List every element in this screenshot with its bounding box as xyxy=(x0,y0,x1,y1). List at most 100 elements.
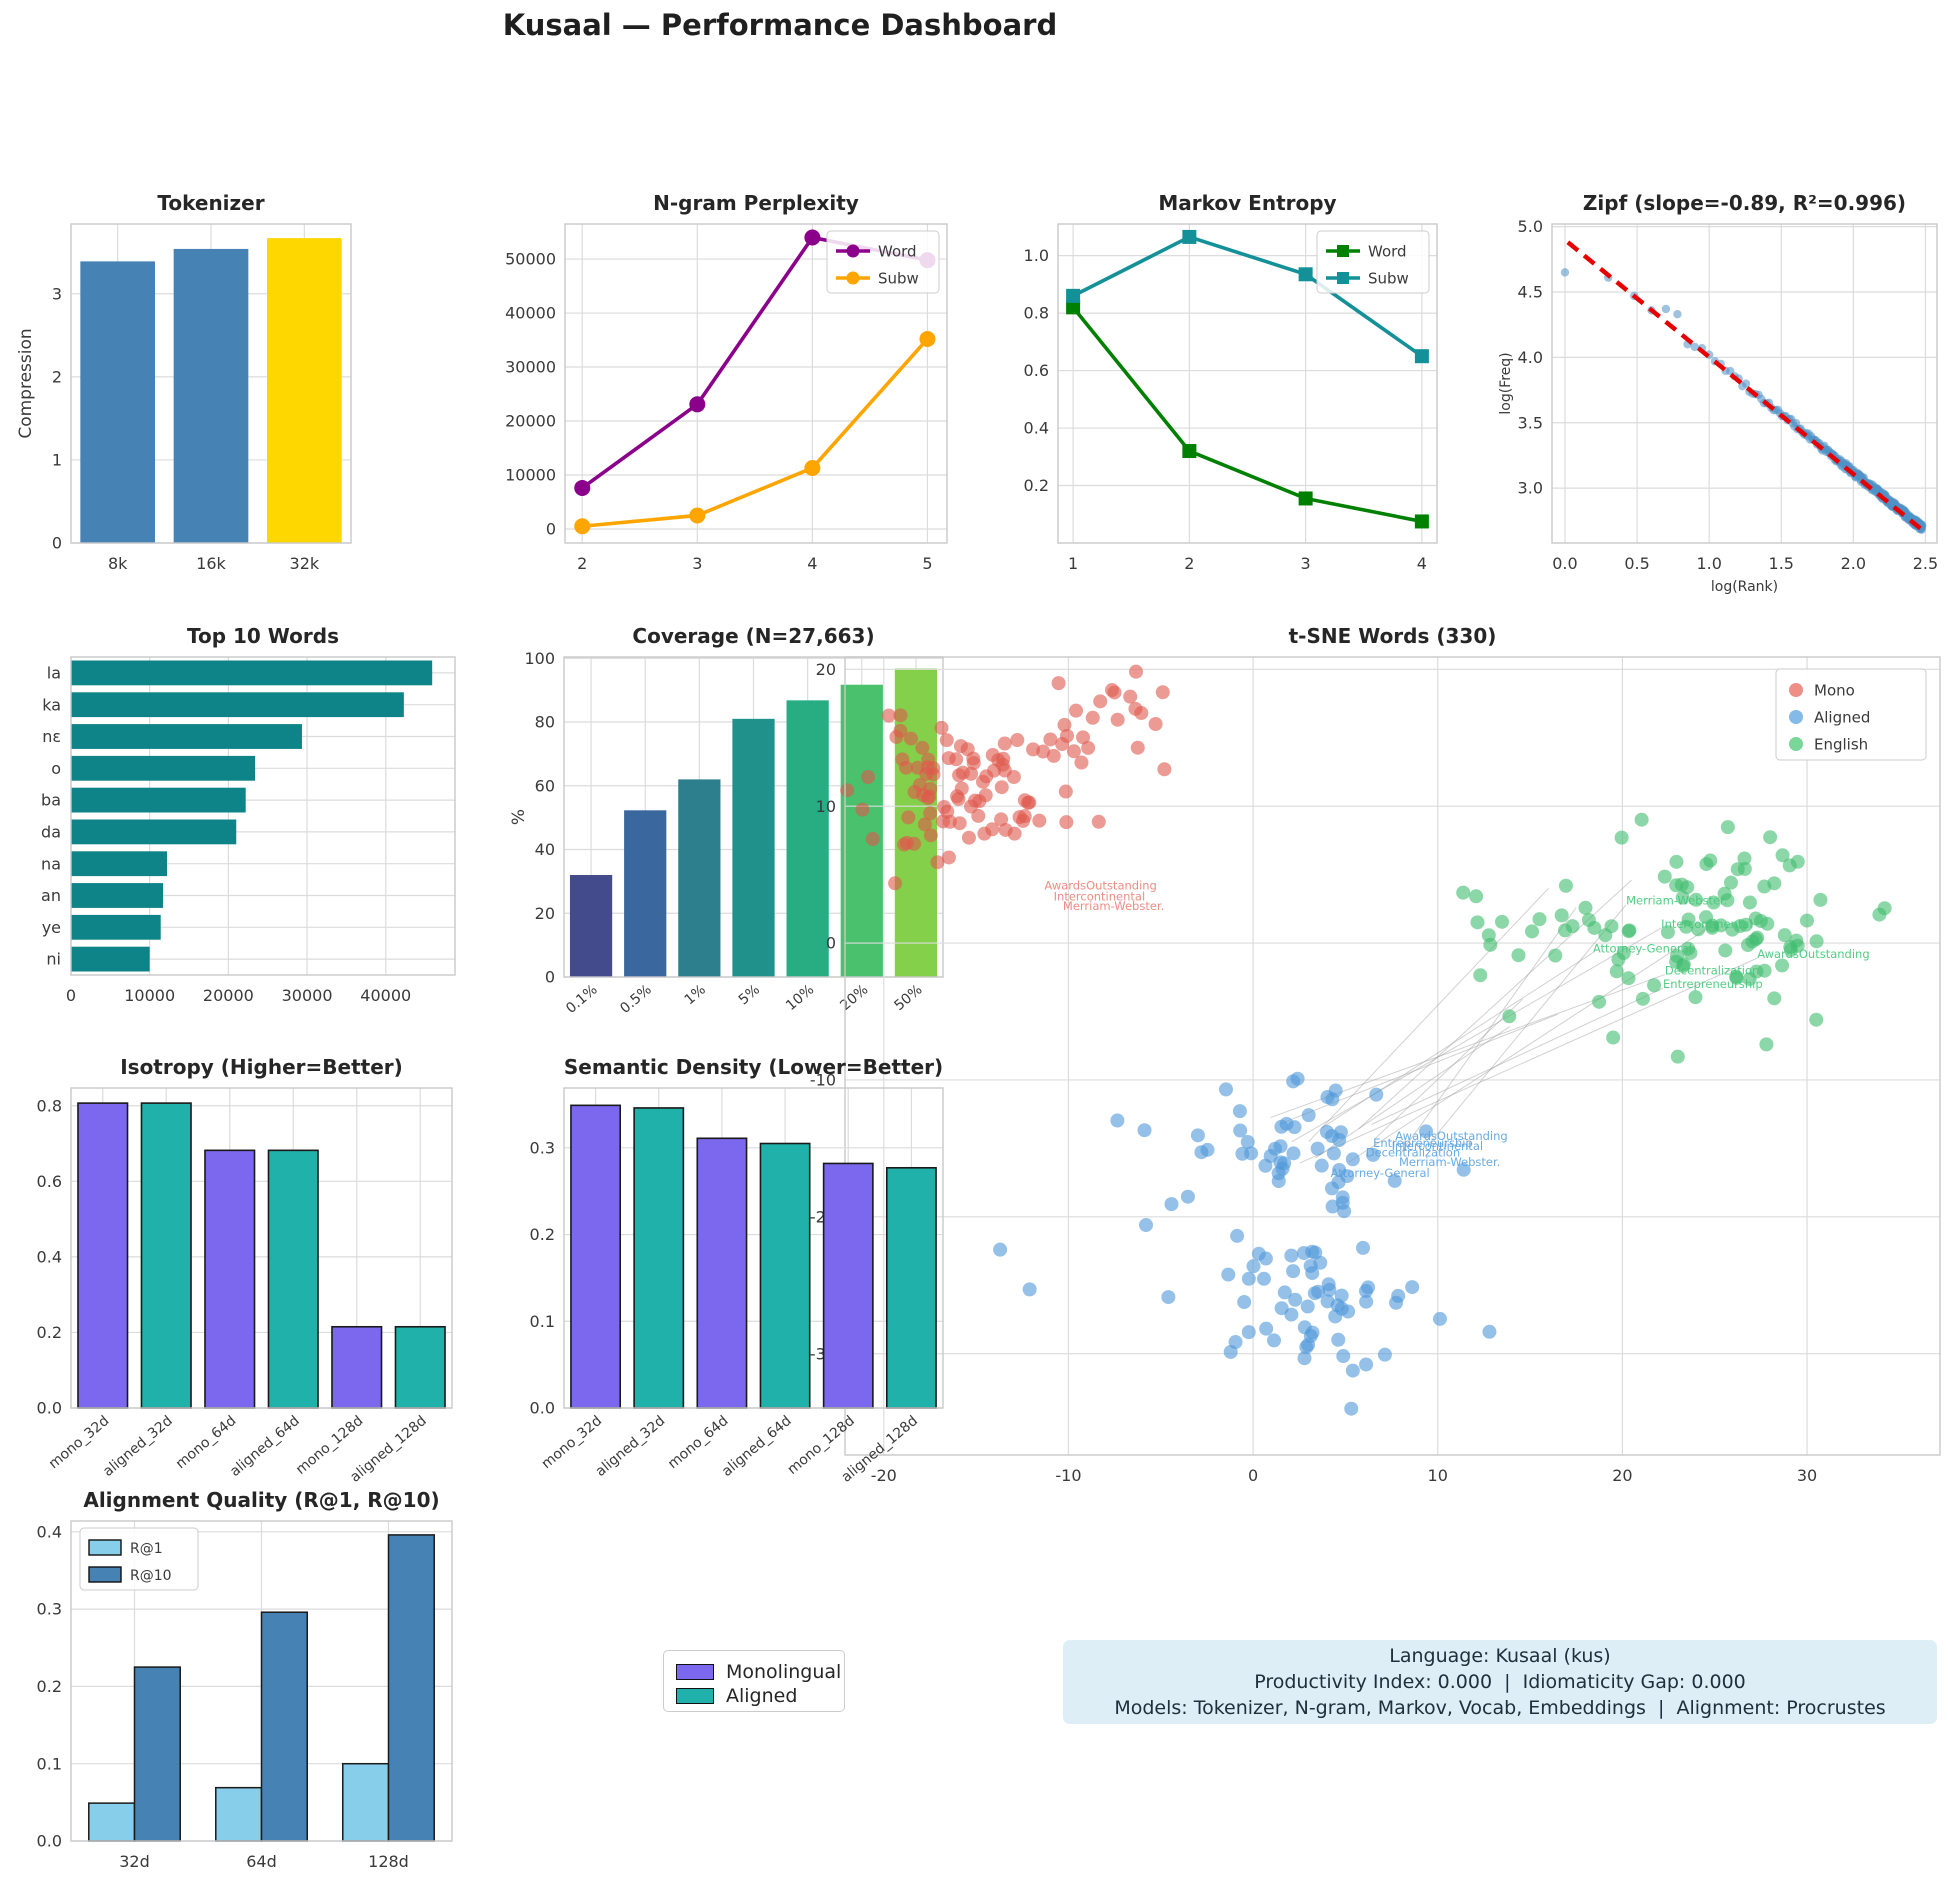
embedding-legend: Monolingual Aligned xyxy=(663,1650,845,1712)
svg-text:2: 2 xyxy=(577,554,587,573)
bar-mono_32d xyxy=(570,1104,622,1409)
svg-text:0.4: 0.4 xyxy=(1024,419,1049,438)
svg-text:0: 0 xyxy=(66,986,76,1005)
bar-aligned_128d xyxy=(394,1325,446,1409)
svg-text:0.0: 0.0 xyxy=(1552,554,1577,573)
legend: Word Subw xyxy=(826,230,940,294)
svg-text:mono_32d: mono_32d xyxy=(46,1413,112,1472)
svg-text:1%: 1% xyxy=(682,982,709,1009)
svg-text:AwardsOutstanding: AwardsOutstanding xyxy=(1757,947,1869,961)
axis-tick-labels: la ka nɛ o ba da na an ye ni 0 10000 20000 30000 40000 xyxy=(41,664,411,1006)
svg-text:Intercontinental: Intercontinental xyxy=(1392,1139,1484,1153)
line-series xyxy=(1066,229,1429,529)
svg-text:30000: 30000 xyxy=(505,358,556,377)
chart-title: Coverage (N=27,663) xyxy=(632,624,874,648)
bar-mono_128d xyxy=(822,1162,874,1409)
svg-text:Merriam-Webster.: Merriam-Webster. xyxy=(1063,899,1164,913)
svg-text:0.2: 0.2 xyxy=(37,1323,62,1342)
bar-da xyxy=(71,819,237,845)
chart-title: Isotropy (Higher=Better) xyxy=(120,1055,403,1079)
alignment-quality-chart: R@1 R@10 0.0 0.1 0.2 0.3 0.4 32d 64d 128d Alignmen… xyxy=(37,1488,453,1871)
svg-text:Intercontinental: Intercontinental xyxy=(1054,890,1146,904)
legend: Mono Aligned English xyxy=(1775,668,1927,761)
svg-text:2.5: 2.5 xyxy=(1913,554,1938,573)
svg-text:4.5: 4.5 xyxy=(1518,283,1543,302)
svg-text:aligned_32d: aligned_32d xyxy=(593,1413,669,1480)
tsne-chart: Merriam-Webster. Intercontinental Attorney… xyxy=(810,624,1941,1485)
bar-R@1-32d xyxy=(88,1802,136,1842)
svg-text:60: 60 xyxy=(535,776,555,795)
svg-text:0.0: 0.0 xyxy=(37,1832,62,1851)
bar-R@1-128d xyxy=(342,1762,390,1842)
legend-item-aligned: Aligned xyxy=(676,1684,844,1708)
svg-text:0.6: 0.6 xyxy=(37,1172,62,1191)
svg-text:mono_64d: mono_64d xyxy=(665,1413,731,1472)
info-language-line: Language: Kusaal (kus) xyxy=(1389,1645,1611,1667)
monolingual-label: Monolingual xyxy=(726,1661,842,1683)
svg-text:20000: 20000 xyxy=(203,986,254,1005)
svg-text:5%: 5% xyxy=(736,982,763,1009)
aligned-word-labels: AwardsOutstandingEntrepreneurshipInterco… xyxy=(1331,1129,1508,1180)
aligned-swatch xyxy=(676,1688,714,1704)
svg-text:0.2: 0.2 xyxy=(1024,476,1049,495)
svg-text:0.5%: 0.5% xyxy=(617,982,655,1017)
bars xyxy=(88,1534,435,1842)
svg-text:0: 0 xyxy=(1248,1466,1258,1485)
svg-text:aligned_64d: aligned_64d xyxy=(719,1413,795,1480)
bar-na xyxy=(71,851,167,877)
bar-aligned_128d xyxy=(885,1166,937,1409)
axis-tick-labels: 0 10000 20000 30000 40000 50000 2 3 4 5 xyxy=(505,250,932,573)
bar-nɛ xyxy=(71,724,302,749)
bar-mono_32d xyxy=(77,1102,129,1409)
svg-text:0.3: 0.3 xyxy=(530,1138,555,1157)
bar-20% xyxy=(840,684,883,977)
plot-frame xyxy=(70,1087,453,1409)
svg-text:4: 4 xyxy=(807,554,817,573)
bar-0.1% xyxy=(569,875,613,977)
svg-text:Merriam-Webster.: Merriam-Webster. xyxy=(1399,1155,1500,1169)
svg-text:1.0: 1.0 xyxy=(1696,554,1721,573)
svg-text:0.4: 0.4 xyxy=(37,1522,62,1541)
bar-32k xyxy=(267,238,342,544)
axis-tick-labels: 3.0 3.5 4.0 4.5 5.0 0.0 0.5 1.0 1.5 2.0 2.5 xyxy=(1518,217,1939,573)
scatter-points xyxy=(1560,268,1927,534)
svg-text:3: 3 xyxy=(52,284,62,303)
svg-text:2: 2 xyxy=(1184,554,1194,573)
bar-ni xyxy=(71,946,150,972)
bar-5% xyxy=(732,718,775,977)
svg-text:o: o xyxy=(51,759,61,778)
svg-text:R@1: R@1 xyxy=(130,1541,163,1557)
svg-text:AwardsOutstanding: AwardsOutstanding xyxy=(1044,879,1156,893)
summary-info-box: Language: Kusaal (kus) Productivity Inde… xyxy=(1063,1640,1937,1724)
svg-text:0.1: 0.1 xyxy=(37,1754,62,1773)
plot-frame xyxy=(1551,223,1938,544)
axis-tick-labels: 0.2 0.4 0.6 0.8 1.0 1 2 3 4 xyxy=(1024,246,1427,573)
chart-title: Markov Entropy xyxy=(1158,191,1336,215)
svg-text:0.1%: 0.1% xyxy=(563,982,601,1017)
svg-text:da: da xyxy=(41,823,61,842)
svg-text:AwardsOutstanding: AwardsOutstanding xyxy=(1395,1129,1507,1143)
chart-title: Semantic Density (Lower=Better) xyxy=(564,1055,943,1079)
plot-frame xyxy=(563,1087,944,1409)
y-axis-label: log(Freq) xyxy=(1498,352,1514,414)
svg-text:80: 80 xyxy=(535,713,555,732)
svg-text:32k: 32k xyxy=(290,554,320,573)
svg-text:0.8: 0.8 xyxy=(37,1096,62,1115)
info-metrics-line: Productivity Index: 0.000 | Idiomaticity… xyxy=(1254,1671,1746,1693)
svg-text:0.0: 0.0 xyxy=(37,1399,62,1418)
svg-text:0: 0 xyxy=(545,968,555,987)
plot-frame xyxy=(70,656,456,976)
svg-text:3.0: 3.0 xyxy=(1518,479,1543,498)
fit-line xyxy=(1566,240,1927,535)
chart-title: Top 10 Words xyxy=(187,624,339,648)
svg-text:ka: ka xyxy=(42,695,61,714)
bar-mono_64d xyxy=(696,1137,748,1409)
svg-text:ni: ni xyxy=(46,950,61,969)
bar-R@10-32d xyxy=(133,1666,181,1842)
svg-text:0.4: 0.4 xyxy=(37,1247,62,1266)
y-axis-label: Compression xyxy=(16,328,36,438)
markov-entropy-chart: Word Subw 0.2 0.4 0.6 0.8 1.0 1 2 3 4 Markov Entrop… xyxy=(1024,191,1438,573)
bar-an xyxy=(71,883,164,908)
svg-text:20: 20 xyxy=(1612,1466,1632,1485)
svg-text:Word: Word xyxy=(878,242,917,260)
